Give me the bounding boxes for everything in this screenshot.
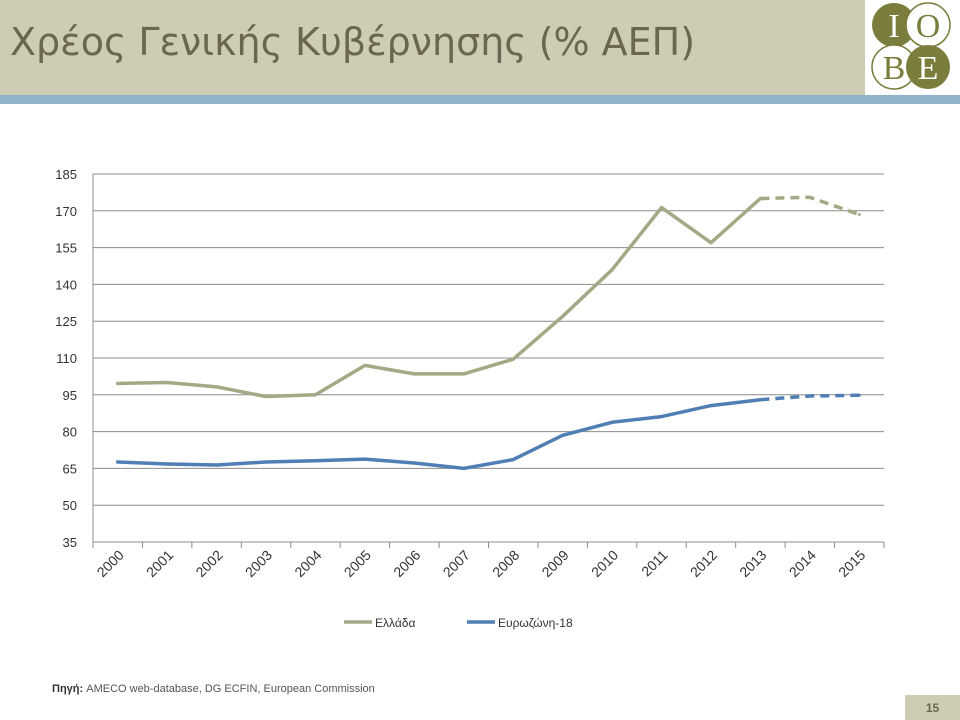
data-point [264,460,268,464]
y-tick-label: 170 [55,204,77,219]
logo-letter-e: E [918,50,939,87]
x-tick-label: 2013 [736,547,769,580]
x-tick-label: 2009 [538,547,571,580]
data-point [857,212,861,216]
legend-label: Ελλάδα [375,616,415,630]
chart-legend: Ελλάδα Ευρωζώνη-18 [344,616,573,630]
data-point [758,398,762,402]
x-axis-tick-labels: 2000 2001 2002 2003 2004 2005 2006 2007 2008 2009… [93,547,868,580]
y-tick-label: 80 [63,425,77,440]
data-point [610,268,614,272]
x-tick-label: 2005 [341,547,374,580]
data-point [857,393,861,397]
x-tick-label: 2014 [786,547,819,580]
iobe-logo-mark: I O B E [871,2,951,90]
iobe-logo: I O B E [866,0,960,95]
slide-title: Χρέος Γενικής Κυβέρνησης (% ΑΕΠ) [10,20,696,64]
x-tick-label: 2001 [143,547,176,580]
page-number: 15 [905,695,960,720]
data-point [610,420,614,424]
x-tick-label: 2006 [390,547,423,580]
data-point [561,314,565,318]
y-tick-label: 155 [55,241,77,256]
data-point [313,459,317,463]
data-point [808,394,812,398]
data-point [758,197,762,201]
x-tick-label: 2004 [291,547,324,580]
x-tick-label: 2003 [242,547,275,580]
logo-circle-e [906,45,950,89]
y-tick-label: 125 [55,314,77,329]
x-tick-label: 2008 [489,547,522,580]
x-tick-label: 2015 [835,547,868,580]
data-point [462,372,466,376]
y-tick-label: 185 [55,167,77,182]
y-axis-tick-labels: 35 50 65 80 95 110 125 140 155 170 185 [55,167,77,550]
data-point [313,393,317,397]
source-label: Πηγή: [52,683,84,695]
y-tick-label: 35 [63,535,77,550]
source-note: Πηγή: AMECO web-database, DG ECFIN, Euro… [52,683,375,695]
data-point [808,195,812,199]
logo-letter-b: B [883,50,906,87]
data-point [412,461,416,465]
chart-series [115,195,861,471]
legend-label: Ευρωζώνη-18 [498,616,573,630]
chart-gridlines [93,173,884,506]
y-tick-label: 110 [56,351,77,366]
data-point [165,381,169,385]
data-point [165,462,169,466]
data-point [511,357,515,361]
logo-circle-i [872,3,916,47]
logo-letter-i: I [888,8,899,45]
header-rule [0,95,960,104]
data-point [561,433,565,437]
data-point [462,466,466,470]
data-point [363,457,367,461]
series-line-eurozone [115,397,763,471]
y-tick-label: 140 [55,277,77,292]
data-point [116,382,120,386]
title-bar: Χρέος Γενικής Κυβέρνησης (% ΑΕΠ) [0,0,865,95]
logo-letter-o: O [916,8,941,45]
data-point [511,458,515,462]
x-tick-label: 2012 [687,547,720,580]
x-tick-label: 2007 [440,547,473,580]
data-point [116,460,120,464]
x-tick-label: 2002 [192,547,225,580]
data-point [660,415,664,419]
data-point [709,404,713,408]
x-axis [92,174,885,548]
data-point [363,363,367,367]
series-projection-greece [760,195,860,217]
x-tick-label: 2011 [638,547,671,580]
source-text: AMECO web-database, DG ECFIN, European C… [83,683,375,695]
x-tick-label: 2000 [93,547,126,580]
y-tick-label: 65 [63,461,77,476]
data-point [709,241,713,245]
data-point [215,463,219,467]
data-point [412,372,416,376]
data-point [215,385,219,389]
series-line-greece [115,196,763,399]
data-point [264,395,268,399]
y-tick-label: 95 [63,388,77,403]
data-point [660,206,664,210]
x-tick-label: 2010 [588,547,621,580]
y-tick-label: 50 [63,498,77,513]
